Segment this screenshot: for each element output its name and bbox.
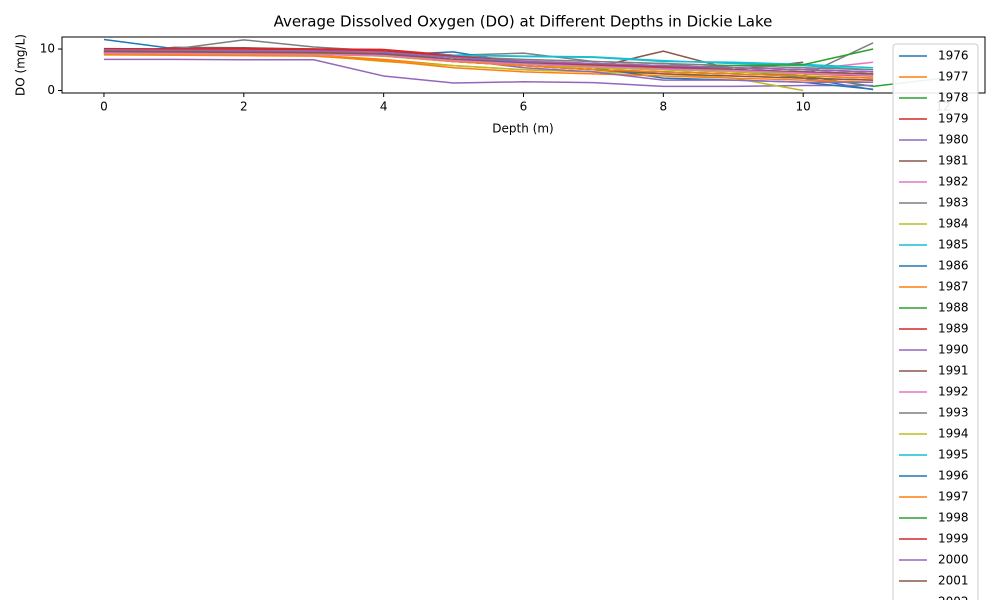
legend-label: 1999: [938, 532, 969, 546]
legend-label: 1996: [938, 469, 969, 483]
x-tick-label: 8: [660, 100, 668, 114]
legend-label: 1998: [938, 511, 969, 525]
x-axis-label: Depth (m): [492, 122, 553, 136]
x-tick-label: 2: [240, 100, 248, 114]
legend-label: 1981: [938, 154, 969, 168]
legend-label: 1982: [938, 175, 969, 189]
legend-label: 1987: [938, 280, 969, 294]
legend-label: 1978: [938, 91, 969, 105]
legend-label: 1995: [938, 448, 969, 462]
legend-label: 2001: [938, 574, 969, 588]
legend-box: [892, 43, 979, 600]
data-line: [103, 58, 874, 88]
legend-label: 1985: [938, 238, 969, 252]
y-tick-label: 10: [40, 42, 55, 56]
data-line: [103, 52, 874, 77]
y-tick-label: 0: [47, 83, 55, 97]
data-line: [103, 54, 874, 83]
legend-label: 1983: [938, 196, 969, 210]
legend-label: 1976: [938, 49, 969, 63]
x-tick-label: 6: [520, 100, 528, 114]
legend-label: 1979: [938, 112, 969, 126]
plot-frame: [61, 36, 986, 94]
legend-label: 1992: [938, 385, 969, 399]
legend-label: 1980: [938, 133, 969, 147]
legend-label: 1990: [938, 343, 969, 357]
legend-label: 1994: [938, 427, 969, 441]
legend-label: 1993: [938, 406, 969, 420]
chart-title: Average Dissolved Oxygen (DO) at Differe…: [274, 13, 773, 31]
legend-label: 1991: [938, 364, 969, 378]
legend-label: 1986: [938, 259, 969, 273]
legend-label: 1988: [938, 301, 969, 315]
legend-label: 1997: [938, 490, 969, 504]
legend-label: 1989: [938, 322, 969, 336]
x-tick-label: 4: [380, 100, 388, 114]
legend-label: 2002: [938, 595, 969, 600]
data-line: [103, 49, 874, 73]
y-axis-label: DO (mg/L): [14, 34, 28, 96]
x-tick-label: 0: [100, 100, 108, 114]
data-line: [103, 50, 874, 75]
x-tick-label: 10: [796, 100, 811, 114]
legend-label: 2000: [938, 553, 969, 567]
legend-label: 1984: [938, 217, 969, 231]
legend-label: 1977: [938, 70, 969, 84]
data-line: [103, 51, 874, 79]
